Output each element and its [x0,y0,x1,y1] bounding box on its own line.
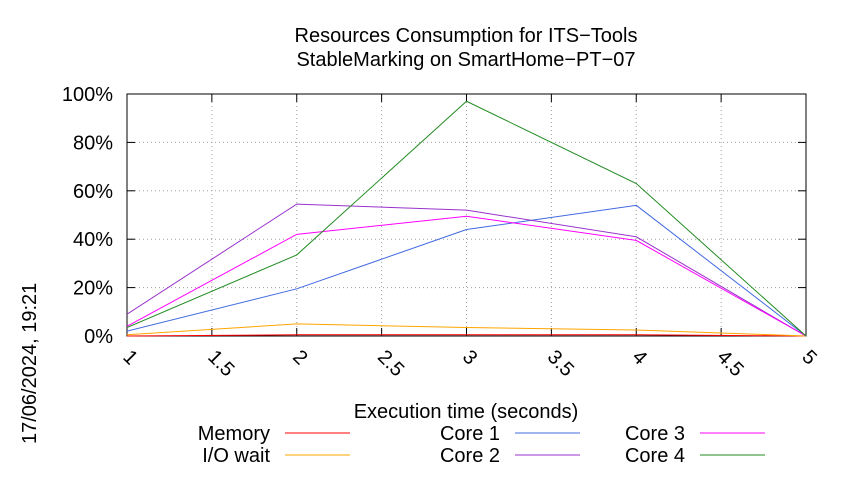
x-tick-label: 1 [118,346,141,369]
chart-title-line1: Resources Consumption for ITS−Tools [295,25,638,47]
chart-title-line2: StableMarking on SmartHome−PT−07 [296,49,635,71]
x-tick-label: 2 [288,346,311,369]
y-tick-label: 20% [73,278,113,300]
legend-label: I/O wait [202,445,270,467]
legend-label: Core 3 [625,423,685,445]
x-tick-label: 3.5 [543,346,578,381]
legend-label: Memory [198,423,270,445]
series-line-core-1 [126,204,807,337]
series-line-core-3 [126,215,807,337]
x-axis-ticks: 1 1.5 2 2.5 3 3.5 4 4.5 5 [118,94,821,381]
series-line-core-2 [126,203,807,337]
y-tick-label: 80% [73,132,113,154]
series-line-i-o-wait [126,323,807,337]
x-tick-label: 4.5 [713,346,748,381]
x-axis-label: Execution time (seconds) [354,401,579,423]
x-tick-label: 4 [628,346,651,369]
x-tick-label: 1.5 [203,346,238,381]
legend-label: Core 2 [440,445,500,467]
y-tick-label: 60% [73,181,113,203]
y-tick-label: 40% [73,229,113,251]
y-axis-ticks: 0% 20% 40% 60% 80% 100% [62,84,806,348]
x-tick-label: 5 [797,346,820,369]
series-lines [126,100,807,337]
legend-label: Core 4 [625,445,685,467]
y-tick-label: 0% [84,326,113,348]
series-line-memory [126,334,807,337]
y-tick-label: 100% [62,84,113,106]
series-line-core-4 [126,100,807,337]
grid-lines [127,94,806,336]
legend-label: Core 1 [440,423,500,445]
timestamp-label: 17/06/2024, 19:21 [19,283,41,444]
x-tick-label: 3 [458,346,481,369]
x-tick-label: 2.5 [373,346,408,381]
